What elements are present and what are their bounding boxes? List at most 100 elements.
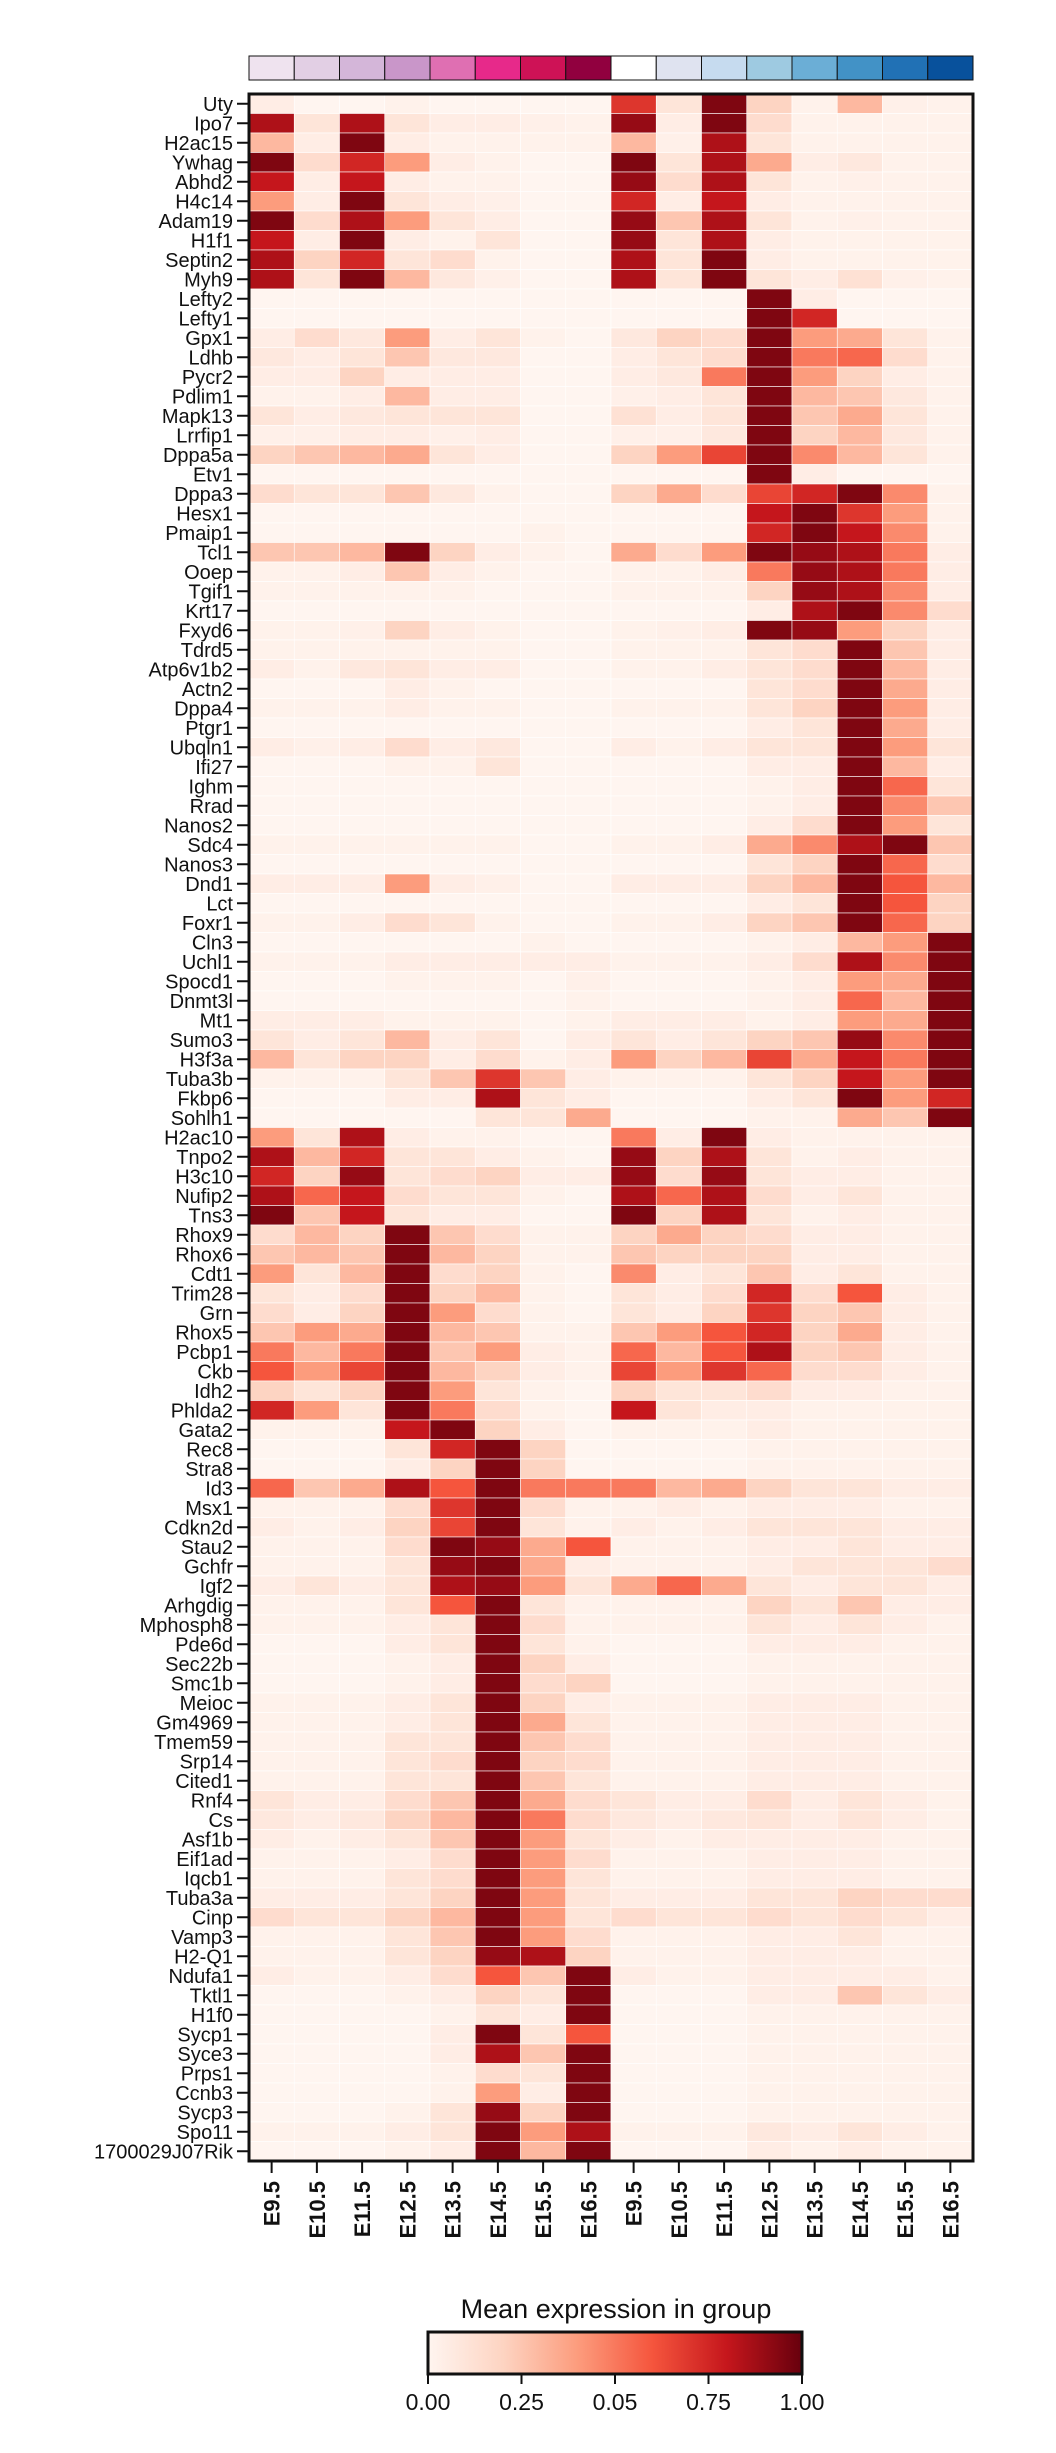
heatmap-cell	[836, 1946, 883, 1967]
heatmap-cell	[429, 639, 476, 660]
heatmap-cell	[565, 698, 612, 719]
heatmap-cell	[701, 1536, 748, 1557]
heatmap-cell	[384, 2141, 431, 2162]
heatmap-cell	[429, 737, 476, 758]
heatmap-cell	[384, 1829, 431, 1850]
heatmap-cell	[520, 2063, 567, 2084]
heatmap-cell	[520, 444, 567, 465]
heatmap-cell	[882, 1575, 929, 1596]
heatmap-cell	[701, 405, 748, 426]
heatmap-cell	[836, 698, 883, 719]
heatmap-cell	[610, 1146, 657, 1167]
gene-label: Grn	[200, 1303, 233, 1325]
heatmap-cell	[927, 210, 974, 231]
heatmap-cell	[339, 815, 386, 836]
heatmap-cell	[474, 1751, 521, 1772]
heatmap-cell	[927, 1244, 974, 1265]
heatmap-cell	[836, 1439, 883, 1460]
heatmap-cell	[384, 1731, 431, 1752]
heatmap-cell	[836, 776, 883, 797]
heatmap-cell	[836, 1029, 883, 1050]
heatmap-cell	[474, 1068, 521, 1089]
heatmap-cell	[520, 542, 567, 563]
heatmap-cell	[429, 1146, 476, 1167]
heatmap-cell	[927, 1439, 974, 1460]
heatmap-cell	[248, 152, 295, 173]
heatmap-cell	[927, 93, 974, 114]
gene-label: Sycp3	[177, 2102, 233, 2124]
heatmap-cell	[927, 1146, 974, 1167]
heatmap-cell	[927, 1419, 974, 1440]
heatmap-cell	[701, 1361, 748, 1382]
heatmap-cell	[429, 1634, 476, 1655]
heatmap-cell	[791, 366, 838, 387]
heatmap-cell	[474, 1731, 521, 1752]
heatmap-cell	[293, 1419, 340, 1440]
heatmap-cell	[474, 1673, 521, 1694]
heatmap-cell	[836, 2121, 883, 2142]
heatmap-cell	[520, 2043, 567, 2064]
heatmap-cell	[701, 1205, 748, 1226]
heatmap-cell	[882, 1380, 929, 1401]
column-label: E11.5	[350, 2181, 375, 2237]
heatmap-cell	[384, 1926, 431, 1947]
heatmap-cell	[384, 1907, 431, 1928]
heatmap-cell	[384, 2043, 431, 2064]
heatmap-cell	[836, 542, 883, 563]
heatmap-cell	[791, 132, 838, 153]
heatmap-cell	[610, 1185, 657, 1206]
heatmap-cell	[384, 1634, 431, 1655]
heatmap-cell	[429, 327, 476, 348]
heatmap-cell	[520, 1380, 567, 1401]
heatmap-cell	[248, 1341, 295, 1362]
heatmap-cell	[701, 620, 748, 641]
heatmap-cell	[520, 1068, 567, 1089]
heatmap-cell	[655, 1185, 702, 1206]
heatmap-cell	[882, 698, 929, 719]
heatmap-cell	[610, 327, 657, 348]
heatmap-cell	[701, 561, 748, 582]
heatmap-cell	[293, 1517, 340, 1538]
heatmap-cell	[746, 1868, 793, 1889]
heatmap-cell	[520, 288, 567, 309]
heatmap-cell	[836, 1049, 883, 1070]
heatmap-cell	[655, 698, 702, 719]
heatmap-cell	[293, 932, 340, 953]
heatmap-cell	[339, 1224, 386, 1245]
heatmap-cell	[836, 132, 883, 153]
heatmap-cell	[520, 152, 567, 173]
heatmap-cell	[882, 659, 929, 680]
heatmap-cell	[791, 581, 838, 602]
heatmap-cell	[248, 1049, 295, 1070]
heatmap-cell	[655, 191, 702, 212]
heatmap-cell	[429, 1595, 476, 1616]
heatmap-cell	[836, 2004, 883, 2025]
heatmap-cell	[927, 951, 974, 972]
heatmap-cell	[701, 2121, 748, 2142]
heatmap-cell	[882, 230, 929, 251]
heatmap-cell	[836, 1965, 883, 1986]
heatmap-cell	[836, 386, 883, 407]
heatmap-cell	[248, 1185, 295, 1206]
heatmap-cell	[429, 230, 476, 251]
heatmap-cell	[927, 1049, 974, 1070]
heatmap-cell	[927, 1166, 974, 1187]
heatmap-cell	[701, 1068, 748, 1089]
heatmap-cell	[746, 464, 793, 485]
heatmap-cell	[701, 1283, 748, 1304]
heatmap-cell	[610, 1029, 657, 1050]
heatmap-cell	[836, 639, 883, 660]
heatmap-cell	[655, 425, 702, 446]
heatmap-cell	[882, 93, 929, 114]
heatmap-cell	[384, 795, 431, 816]
heatmap-cell	[791, 932, 838, 953]
heatmap-cell	[339, 249, 386, 270]
heatmap-cell	[791, 2043, 838, 2064]
heatmap-cell	[474, 249, 521, 270]
heatmap-cell	[701, 1244, 748, 1265]
heatmap-cell	[429, 1887, 476, 1908]
heatmap-cell	[474, 600, 521, 621]
heatmap-cell	[429, 776, 476, 797]
heatmap-cell	[746, 1770, 793, 1791]
heatmap-cell	[384, 464, 431, 485]
